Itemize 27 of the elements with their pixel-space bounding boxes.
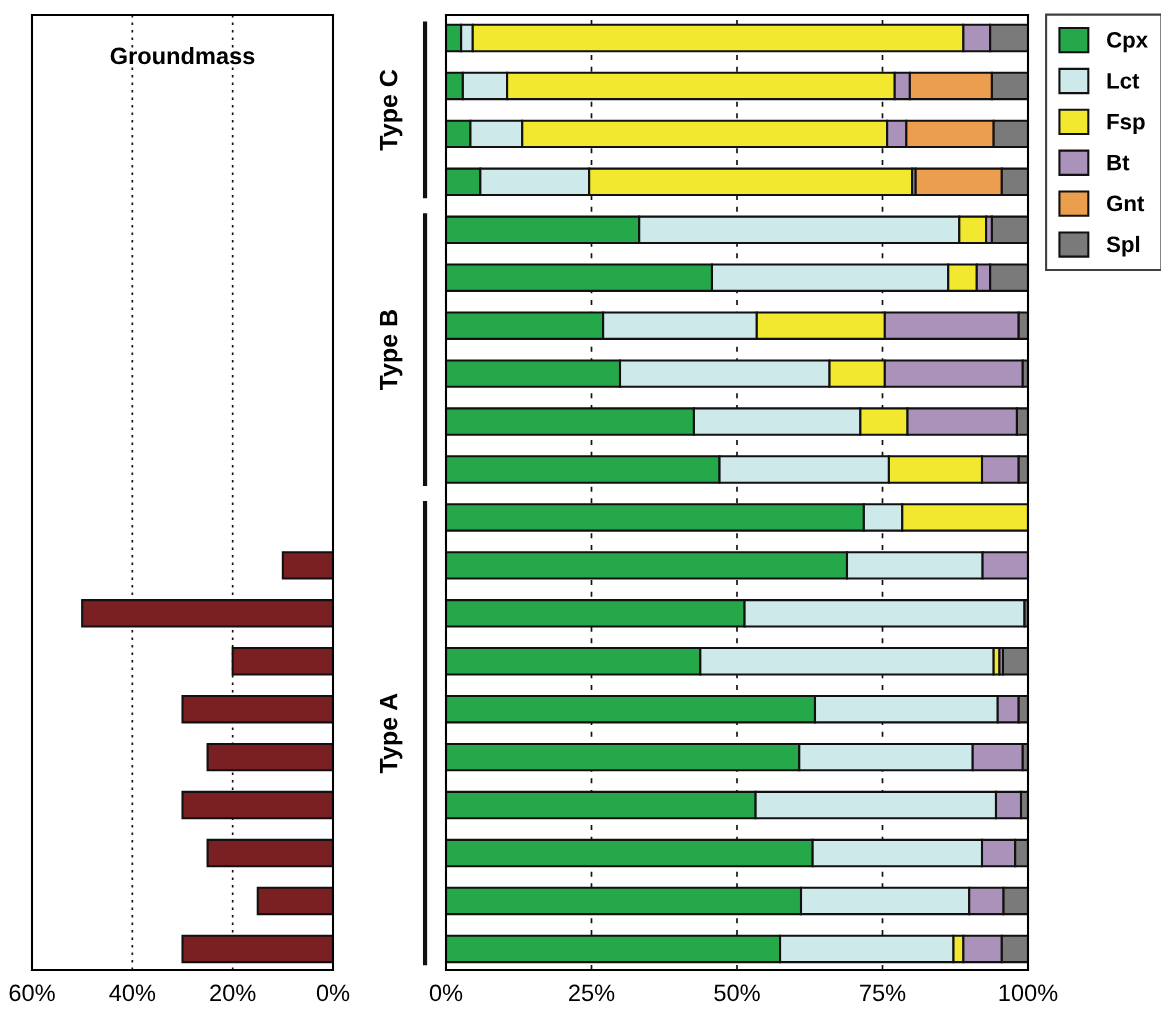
legend-label: Fsp [1107, 114, 1145, 134]
bar [181, 694, 333, 724]
x-tick-label: 25% [569, 984, 615, 1002]
bar [256, 886, 333, 916]
x-tick-label: 0% [429, 984, 463, 1002]
legend-label: Bt [1107, 154, 1130, 171]
x-tick-label: 100% [999, 984, 1058, 1002]
text: Type B [379, 310, 403, 391]
x-tick-label: 20% [210, 984, 256, 1002]
legend-label: Spl [1106, 235, 1140, 257]
x-tick-label: 75% [860, 984, 906, 1002]
bar [206, 838, 333, 868]
legend-label: Lct [1107, 73, 1140, 89]
text: Groundmass [110, 46, 255, 65]
x-tick-label: 40% [109, 984, 156, 1002]
x-tick-label: 50% [714, 984, 760, 1002]
legend-label: Cpx [1107, 32, 1148, 53]
x-tick-label: 0% [316, 984, 350, 1002]
text: Type A [379, 693, 403, 774]
x-tick-label: 60% [9, 984, 55, 1002]
text: Type C [379, 69, 403, 151]
bar [206, 742, 333, 772]
legend-label: Gnt [1107, 195, 1145, 212]
bar [181, 934, 333, 964]
bar [1001, 647, 1028, 676]
bar [281, 551, 333, 580]
bar [81, 599, 333, 628]
